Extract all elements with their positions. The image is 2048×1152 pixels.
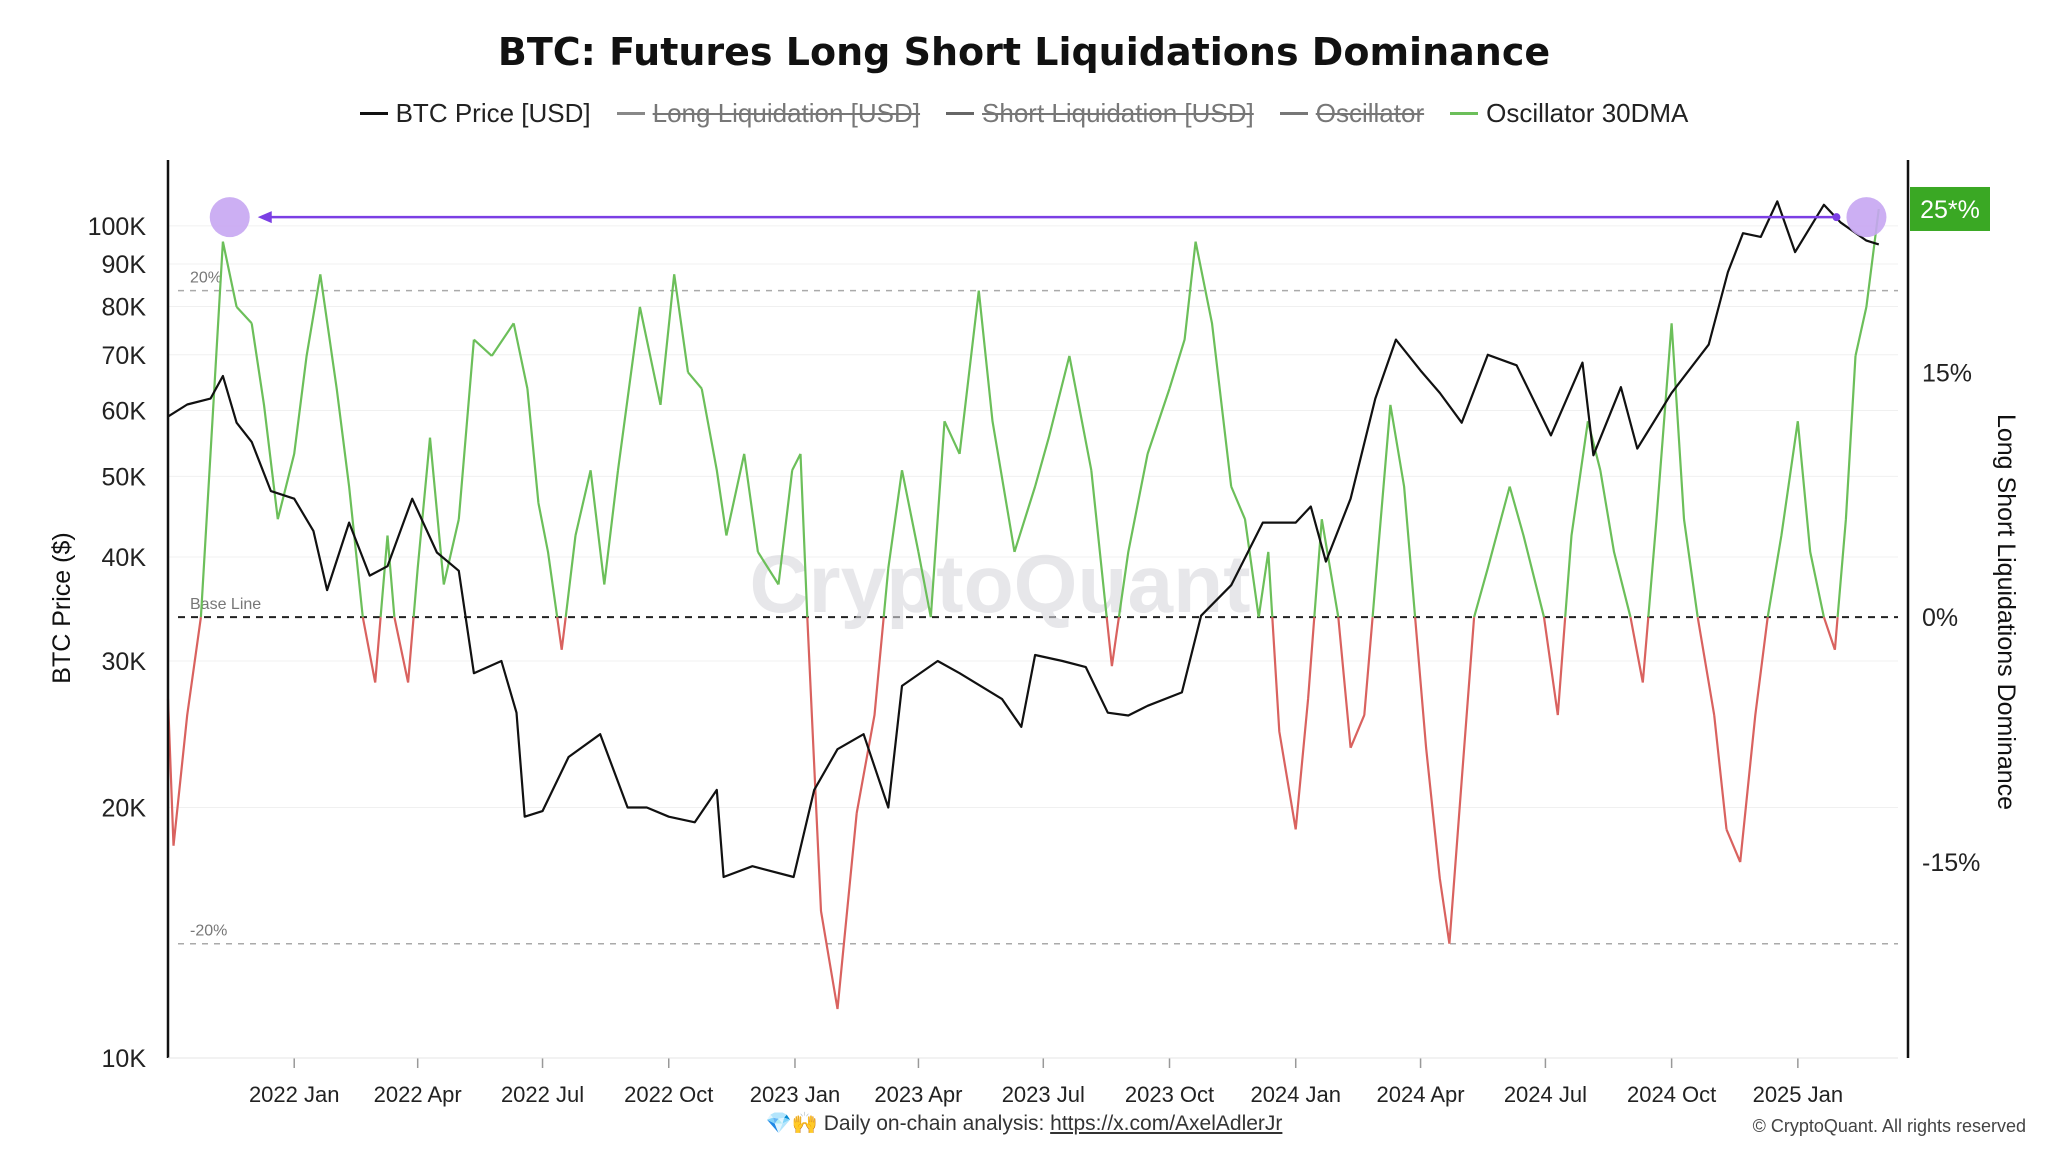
axes: 10K 20K 30K 40K 50K 60K 70K 80K 90K 100K 2022 Jan 2… bbox=[48, 160, 2020, 1107]
left-tick-label: 60K bbox=[102, 397, 147, 425]
legend-item-3[interactable]: Oscillator bbox=[1279, 98, 1425, 129]
grid-layer bbox=[168, 225, 1898, 1059]
chart-title: BTC: Futures Long Short Liquidations Dom… bbox=[497, 30, 1551, 74]
legend-swatch bbox=[946, 112, 975, 115]
reference-line-label: -20% bbox=[190, 923, 227, 940]
footer-text: Daily on-chain analysis: bbox=[823, 1112, 1051, 1135]
chart-legend: BTC Price [USD] Long Liquidation [USD] Sho… bbox=[0, 98, 2048, 129]
left-tick-label: 100K bbox=[88, 213, 147, 241]
legend-label: Short Liquidation [USD] bbox=[982, 98, 1254, 128]
annotation-marker-end bbox=[1846, 197, 1887, 238]
legend-swatch bbox=[359, 112, 388, 115]
left-tick-label: 10K bbox=[102, 1045, 147, 1073]
left-tick-label: 80K bbox=[102, 294, 147, 322]
x-tick-label: 2023 Oct bbox=[1125, 1082, 1214, 1107]
left-tick-label: 30K bbox=[102, 648, 147, 676]
reference-line-label: 20% bbox=[190, 270, 222, 287]
copyright-text: © CryptoQuant. All rights reserved bbox=[1752, 1116, 2026, 1136]
legend-label: BTC Price [USD] bbox=[395, 98, 591, 128]
annotation-arrow-head bbox=[257, 211, 272, 224]
legend-label: Long Liquidation [USD] bbox=[652, 98, 921, 128]
x-tick-label: 2023 Apr bbox=[874, 1082, 962, 1107]
legend-swatch bbox=[1450, 112, 1479, 115]
x-tick-label: 2024 Jul bbox=[1504, 1082, 1587, 1107]
reference-line-label: Base Line bbox=[190, 596, 261, 613]
x-tick-label: 2024 Jan bbox=[1250, 1082, 1341, 1107]
oscillator-30dma-negative-line bbox=[166, 616, 1839, 1010]
left-tick-label: 70K bbox=[102, 342, 147, 370]
right-tick-label: 15% bbox=[1922, 359, 1972, 387]
x-tick-label: 2023 Jan bbox=[750, 1082, 841, 1107]
right-tick-label: -15% bbox=[1922, 849, 1980, 877]
annotation-marker-start bbox=[209, 197, 250, 238]
left-axis-label: BTC Price ($) bbox=[48, 532, 76, 683]
x-tick-label: 2022 Jul bbox=[501, 1082, 584, 1107]
x-tick-label: 2022 Apr bbox=[374, 1082, 462, 1107]
legend-item-2[interactable]: Short Liquidation [USD] bbox=[946, 98, 1254, 129]
left-tick-label: 90K bbox=[102, 251, 147, 279]
legend-item-4[interactable]: Oscillator 30DMA bbox=[1450, 98, 1688, 129]
diamond-hands-icon: 💎🙌 bbox=[765, 1112, 818, 1135]
legend-item-0[interactable]: BTC Price [USD] bbox=[359, 98, 591, 129]
right-tick-label: 0% bbox=[1922, 604, 1958, 632]
x-tick-label: 2024 Apr bbox=[1377, 1082, 1465, 1107]
annotation-arrow-tail bbox=[1832, 213, 1841, 222]
legend-item-1[interactable]: Long Liquidation [USD] bbox=[616, 98, 921, 129]
left-tick-label: 20K bbox=[102, 795, 147, 823]
x-tick-label: 2024 Oct bbox=[1627, 1082, 1716, 1107]
annotation: 25*% bbox=[209, 186, 1990, 238]
legend-label: Oscillator bbox=[1315, 98, 1425, 128]
reference-lines: 20% Base Line -20% bbox=[178, 270, 1898, 945]
x-tick-label: 2022 Oct bbox=[624, 1082, 713, 1107]
legend-swatch bbox=[1279, 112, 1308, 115]
current-value-badge bbox=[1910, 186, 1990, 231]
legend-label: Oscillator 30DMA bbox=[1486, 98, 1689, 128]
watermark: CryptoQuant bbox=[749, 539, 1250, 630]
x-tick-label: 2023 Jul bbox=[1002, 1082, 1085, 1107]
x-tick-label: 2025 Jan bbox=[1753, 1082, 1844, 1107]
footer-note: 💎🙌 Daily on-chain analysis: https://x.co… bbox=[0, 1112, 2048, 1136]
current-value-badge-label: 25*% bbox=[1920, 196, 1980, 224]
btc-price-line bbox=[167, 200, 1880, 879]
x-tick-label: 2022 Jan bbox=[249, 1082, 340, 1107]
footer-link[interactable]: https://x.com/AxelAdlerJr bbox=[1050, 1112, 1283, 1135]
oscillator-series bbox=[166, 208, 1880, 1010]
price-series bbox=[167, 200, 1880, 879]
right-axis-label: Long Short Liquidations Dominance bbox=[1992, 414, 2020, 810]
legend-swatch bbox=[616, 112, 645, 115]
left-tick-label: 50K bbox=[102, 463, 147, 491]
left-tick-label: 40K bbox=[102, 544, 147, 572]
